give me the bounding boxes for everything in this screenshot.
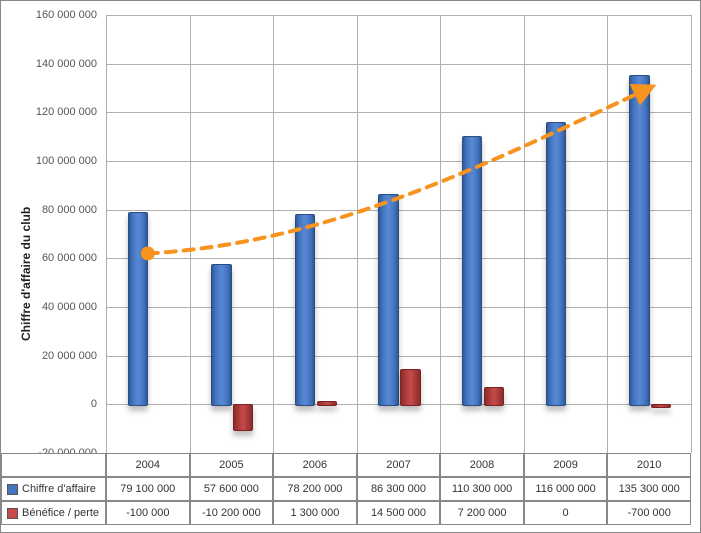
category-separator xyxy=(524,15,525,453)
bar-profit xyxy=(233,404,253,431)
table-header-year: 2006 xyxy=(273,453,357,477)
table-cell: 116 000 000 xyxy=(524,477,608,501)
y-tick-label: 40 000 000 xyxy=(42,301,97,313)
table-cell: -100 000 xyxy=(106,501,190,525)
table-header-year: 2009 xyxy=(524,453,608,477)
table-header-year: 2007 xyxy=(357,453,441,477)
y-tick-label: 80 000 000 xyxy=(42,204,97,216)
bar-revenue xyxy=(462,136,482,406)
bar-revenue xyxy=(295,214,315,406)
data-table: 2004200520062007200820092010 Chiffre d'af… xyxy=(1,453,691,525)
category-separator xyxy=(190,15,191,453)
table-cell: -10 200 000 xyxy=(190,501,274,525)
gridline xyxy=(106,112,691,113)
y-axis-ticks: -20 000 000020 000 00040 000 00060 000 0… xyxy=(1,15,101,453)
table-cell: 78 200 000 xyxy=(273,477,357,501)
y-tick-label: 60 000 000 xyxy=(42,252,97,264)
category-separator xyxy=(357,15,358,453)
category-separator xyxy=(106,15,107,453)
table-cell: 110 300 000 xyxy=(440,477,524,501)
category-separator xyxy=(273,15,274,453)
y-tick-label: 120 000 000 xyxy=(36,106,97,118)
legend-label: Chiffre d'affaire xyxy=(22,483,96,495)
table-cell: 79 100 000 xyxy=(106,477,190,501)
y-tick-label: 140 000 000 xyxy=(36,58,97,70)
category-separator xyxy=(607,15,608,453)
bar-revenue xyxy=(211,264,231,406)
bar-revenue xyxy=(378,194,398,406)
chart-frame: Chiffre d'affaire du club -20 000 000020… xyxy=(0,0,701,533)
gridline xyxy=(106,64,691,65)
y-tick-label: 100 000 000 xyxy=(36,155,97,167)
table-header-year: 2004 xyxy=(106,453,190,477)
legend-label: Bénéfice / perte xyxy=(22,507,99,519)
bar-profit xyxy=(651,404,671,408)
y-tick-label: 160 000 000 xyxy=(36,9,97,21)
legend-swatch-icon xyxy=(7,508,18,519)
bar-profit xyxy=(317,401,337,406)
table-cell: 0 xyxy=(524,501,608,525)
table-cell: 7 200 000 xyxy=(440,501,524,525)
y-tick-label: 20 000 000 xyxy=(42,350,97,362)
table-cell: 1 300 000 xyxy=(273,501,357,525)
table-legend-blue: Chiffre d'affaire xyxy=(1,477,106,501)
gridline xyxy=(106,161,691,162)
legend-swatch-icon xyxy=(7,484,18,495)
table-cell: 14 500 000 xyxy=(357,501,441,525)
table-cell: 86 300 000 xyxy=(357,477,441,501)
table-cell: -700 000 xyxy=(607,501,691,525)
table-cell: 57 600 000 xyxy=(190,477,274,501)
category-separator xyxy=(691,15,692,453)
table-header-year: 2010 xyxy=(607,453,691,477)
category-separator xyxy=(440,15,441,453)
y-tick-label: 0 xyxy=(91,398,97,410)
table-header-year: 2005 xyxy=(190,453,274,477)
table-corner xyxy=(1,453,106,477)
table-cell: 135 300 000 xyxy=(607,477,691,501)
bar-revenue xyxy=(629,75,649,406)
table-header-year: 2008 xyxy=(440,453,524,477)
bar-revenue xyxy=(128,212,148,406)
bar-profit xyxy=(484,387,504,407)
bar-revenue xyxy=(546,122,566,406)
plot-area xyxy=(106,15,691,453)
table-legend-red: Bénéfice / perte xyxy=(1,501,106,525)
gridline xyxy=(106,15,691,16)
bar-profit xyxy=(400,369,420,406)
